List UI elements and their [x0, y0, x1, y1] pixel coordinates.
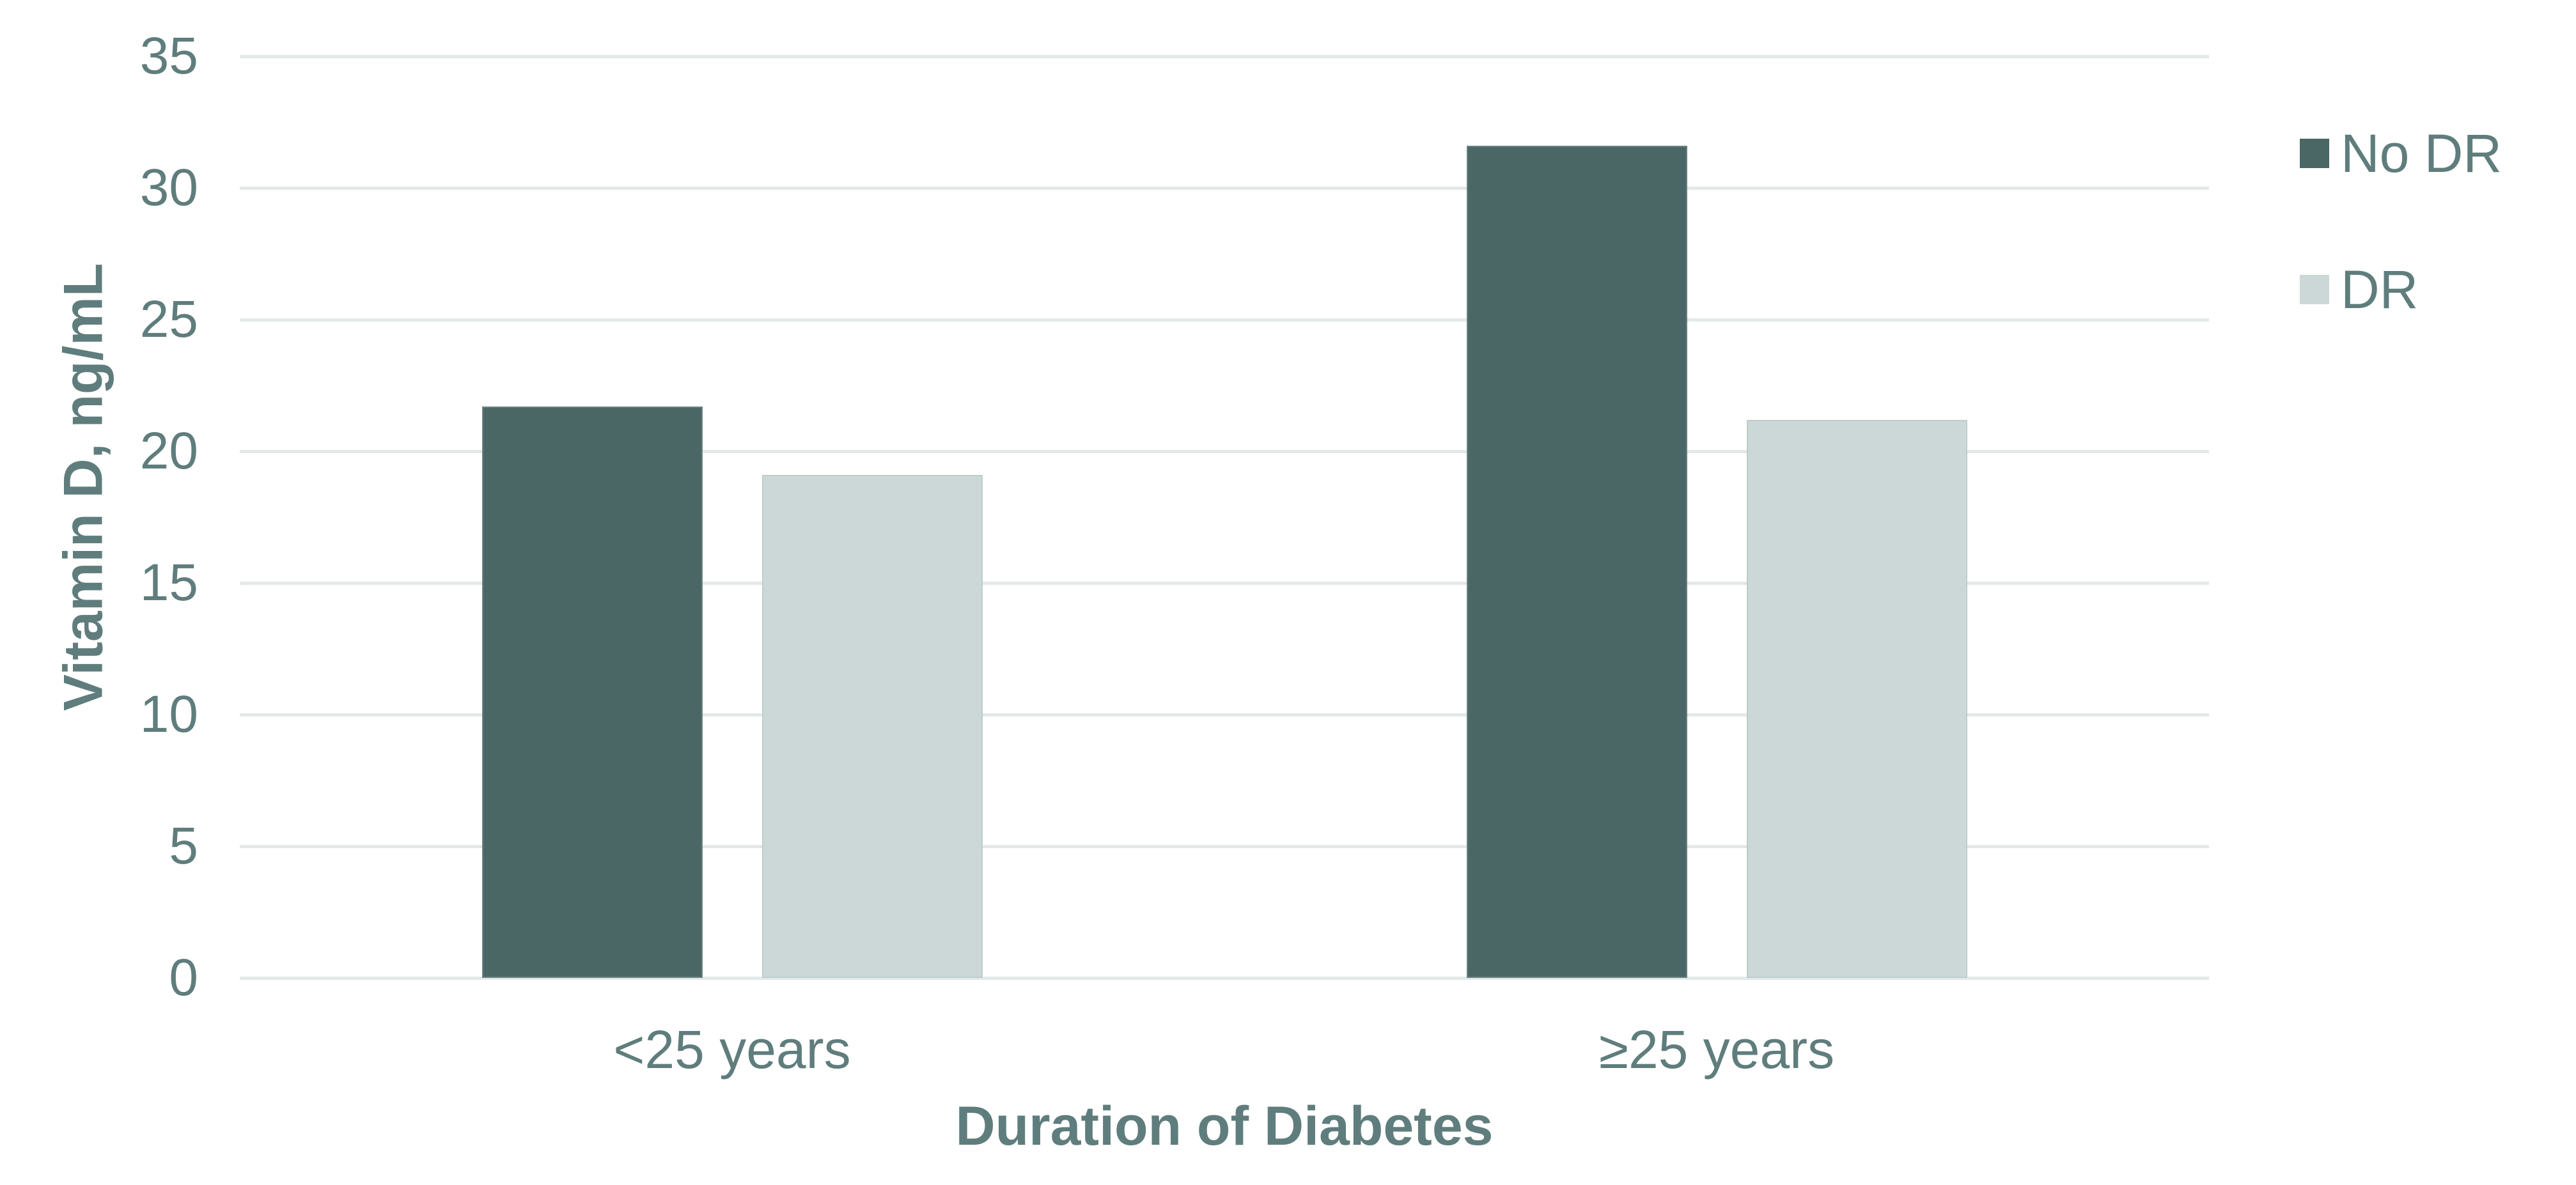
x-category-label-1: <25 years: [613, 1019, 851, 1080]
bar-dr-group-1: [761, 475, 983, 978]
y-tick-label-35: 35: [139, 27, 198, 85]
bar-dr-group-2: [1746, 419, 1967, 978]
legend-swatch-no-dr: [2300, 139, 2329, 168]
y-tick-label-0: 0: [169, 949, 198, 1007]
gridline-y-15: [240, 581, 2209, 585]
gridline-y-0: [240, 976, 2209, 980]
legend-item-no-dr: No DR: [2300, 123, 2502, 184]
y-tick-label-25: 25: [139, 290, 198, 348]
legend-label: No DR: [2341, 123, 2502, 183]
bar-no-dr-group-1: [481, 406, 703, 978]
gridline-y-10: [240, 713, 2209, 716]
x-axis-title: Duration of Diabetes: [955, 1096, 1494, 1157]
y-tick-label-5: 5: [169, 817, 198, 875]
gridline-y-25: [240, 318, 2209, 321]
gridline-y-20: [240, 449, 2209, 453]
y-tick-label-10: 10: [139, 685, 198, 743]
legend-item-dr: DR: [2300, 259, 2418, 320]
x-category-label-2: ≥25 years: [1598, 1019, 1835, 1080]
y-tick-label-30: 30: [139, 159, 198, 217]
legend-label: DR: [2341, 259, 2419, 320]
y-axis-title: Vitamin D, ng/mL: [52, 263, 114, 711]
y-tick-label-20: 20: [139, 422, 198, 480]
y-tick-label-15: 15: [139, 554, 198, 612]
bar-no-dr-group-2: [1466, 146, 1687, 978]
plot-area: [240, 54, 2209, 980]
legend-swatch-dr: [2300, 275, 2329, 304]
gridline-y-30: [240, 186, 2209, 190]
gridline-y-35: [240, 54, 2209, 58]
gridline-y-5: [240, 844, 2209, 848]
